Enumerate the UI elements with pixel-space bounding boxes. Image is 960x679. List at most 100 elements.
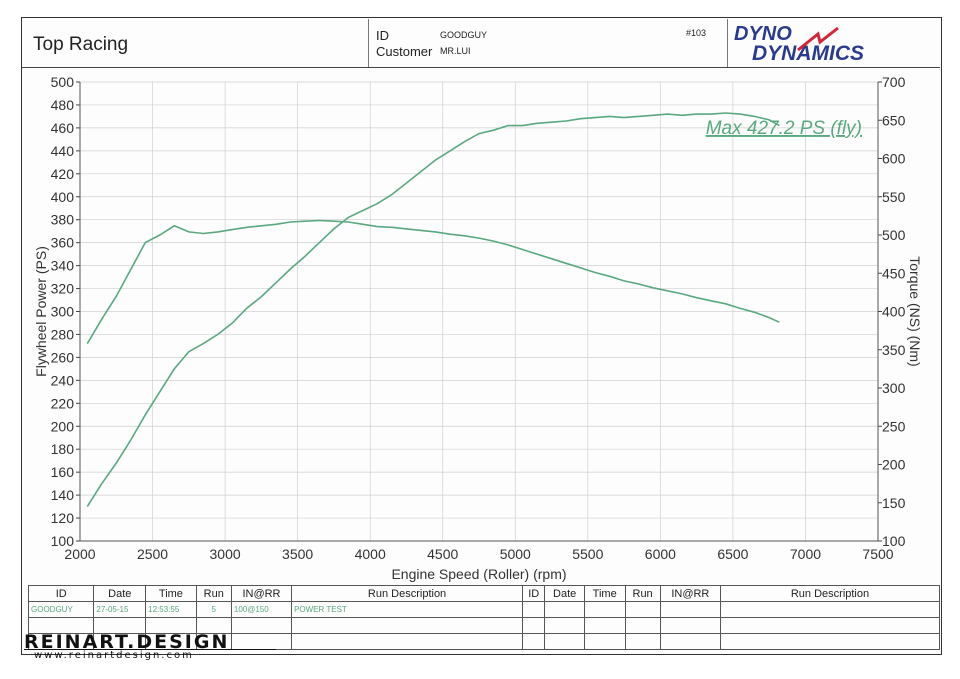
empty-cell xyxy=(230,633,293,650)
empty-cell xyxy=(291,617,524,634)
y-right-tick-label: 100 xyxy=(882,533,906,549)
x-tick-label: 5500 xyxy=(572,546,603,562)
y-right-tick-label: 550 xyxy=(882,189,906,205)
y-right-tick-label: 650 xyxy=(882,112,906,128)
y-right-tick-label: 200 xyxy=(882,457,906,473)
y-left-tick-label: 100 xyxy=(51,533,75,549)
y-right-tick-label: 350 xyxy=(882,342,906,358)
empty-cell xyxy=(544,601,585,618)
col-header-description-2: Run Description xyxy=(720,585,940,602)
empty-cell xyxy=(659,601,722,618)
y-right-tick-label: 150 xyxy=(882,495,906,511)
table-row xyxy=(27,633,940,650)
cell-description: POWER TEST xyxy=(291,601,524,618)
y-left-tick-label: 200 xyxy=(51,418,75,434)
empty-cell xyxy=(624,617,661,634)
x-axis-label: Engine Speed (Roller) (rpm) xyxy=(391,566,566,582)
header-separator xyxy=(727,19,728,67)
y-right-tick-label: 300 xyxy=(882,380,906,396)
y-left-tick-label: 440 xyxy=(51,143,75,159)
cell-time: 12:53:55 xyxy=(145,601,197,618)
id-label: ID xyxy=(376,28,389,43)
x-tick-label: 3000 xyxy=(210,546,241,562)
col-header-inrr: IN@RR xyxy=(230,585,293,602)
col-header-id-2: ID xyxy=(522,585,546,602)
y-left-tick-label: 120 xyxy=(51,510,75,526)
col-header-run: Run xyxy=(195,585,232,602)
customer-label: Customer xyxy=(376,44,433,59)
logo-text-top: DYNO xyxy=(734,23,792,45)
col-header-description: Run Description xyxy=(291,585,524,602)
col-header-id: ID xyxy=(27,585,95,602)
y-left-tick-label: 500 xyxy=(51,74,75,90)
y-left-tick-label: 360 xyxy=(51,235,75,251)
max-power-annotation: Max 427.2 PS (fly) xyxy=(706,118,862,139)
empty-cell xyxy=(230,617,293,634)
table-row: GOODGUY 27-05-15 12:53:55 5 100@150 POWE… xyxy=(27,601,940,618)
y-right-tick-label: 600 xyxy=(882,151,906,167)
customer-value: MR.LUI xyxy=(440,46,471,56)
shop-title: Top Racing xyxy=(33,34,129,55)
y-right-tick-label: 400 xyxy=(882,304,906,320)
y-left-tick-label: 140 xyxy=(51,487,75,503)
x-tick-label: 3500 xyxy=(282,546,313,562)
col-header-date: Date xyxy=(93,585,147,602)
brand-logo-text: REINART.DESIGN xyxy=(24,631,230,653)
x-tick-label: 2000 xyxy=(64,546,95,562)
empty-cell xyxy=(522,633,546,650)
torque-curve xyxy=(86,219,780,345)
brand-url: www.reinartdesign.com xyxy=(34,650,194,661)
y-left-tick-label: 160 xyxy=(51,464,75,480)
empty-cell xyxy=(583,633,626,650)
x-tick-label: 5000 xyxy=(500,546,531,562)
y-right-tick-label: 450 xyxy=(882,265,906,281)
y-left-tick-label: 240 xyxy=(51,372,75,388)
y-left-tick-label: 420 xyxy=(51,166,75,182)
x-tick-label: 2500 xyxy=(137,546,168,562)
cell-inrr: 100@150 xyxy=(230,601,293,618)
x-tick-label: 6500 xyxy=(717,546,748,562)
col-header-time: Time xyxy=(145,585,197,602)
empty-cell xyxy=(659,617,722,634)
id-value: GOODGUY xyxy=(440,30,488,40)
col-header-inrr-2: IN@RR xyxy=(659,585,722,602)
col-header-date-2: Date xyxy=(544,585,585,602)
empty-cell xyxy=(659,633,722,650)
y-left-tick-label: 320 xyxy=(51,281,75,297)
empty-cell xyxy=(522,601,546,618)
empty-cell xyxy=(583,601,626,618)
y-left-tick-label: 180 xyxy=(51,441,75,457)
x-tick-label: 4500 xyxy=(427,546,458,562)
y-right-tick-label: 500 xyxy=(882,227,906,243)
y-left-tick-label: 300 xyxy=(51,304,75,320)
x-tick-label: 7500 xyxy=(862,546,893,562)
empty-cell xyxy=(544,633,585,650)
power-curve xyxy=(86,112,780,508)
y-left-tick-label: 260 xyxy=(51,349,75,365)
cell-id: GOODGUY xyxy=(27,601,95,618)
header-divider xyxy=(22,67,940,68)
empty-cell xyxy=(720,633,940,650)
y-left-tick-label: 460 xyxy=(51,120,75,136)
brand-underline xyxy=(24,649,276,650)
cell-run: 5 xyxy=(195,601,232,618)
empty-cell xyxy=(720,617,940,634)
empty-cell xyxy=(624,601,661,618)
col-header-time-2: Time xyxy=(583,585,626,602)
runs-table: ID Date Time Run IN@RR Run Description I… xyxy=(27,585,940,650)
logo-text-bottom: DYNAMICS xyxy=(752,42,864,65)
y-left-tick-label: 400 xyxy=(51,189,75,205)
empty-cell xyxy=(544,617,585,634)
col-header-run-2: Run xyxy=(624,585,661,602)
x-tick-label: 4000 xyxy=(355,546,386,562)
y-right-axis-label: Torque (NS) (Nm) xyxy=(907,256,923,366)
y-left-tick-label: 220 xyxy=(51,395,75,411)
empty-cell xyxy=(583,617,626,634)
empty-cell xyxy=(720,601,940,618)
x-tick-label: 6000 xyxy=(645,546,676,562)
y-left-tick-label: 280 xyxy=(51,326,75,342)
y-left-tick-label: 480 xyxy=(51,97,75,113)
empty-cell xyxy=(291,633,524,650)
run-number: #103 xyxy=(686,28,707,38)
